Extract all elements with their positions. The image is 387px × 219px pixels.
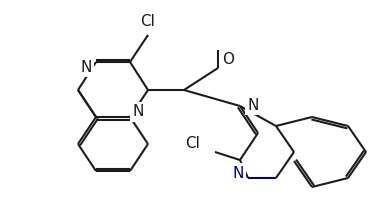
Text: O: O bbox=[222, 53, 234, 67]
Text: N: N bbox=[132, 104, 144, 120]
Text: N: N bbox=[80, 60, 92, 74]
Text: Cl: Cl bbox=[140, 14, 156, 30]
Text: N: N bbox=[232, 166, 244, 180]
Text: Cl: Cl bbox=[185, 136, 200, 150]
Text: N: N bbox=[247, 97, 259, 113]
